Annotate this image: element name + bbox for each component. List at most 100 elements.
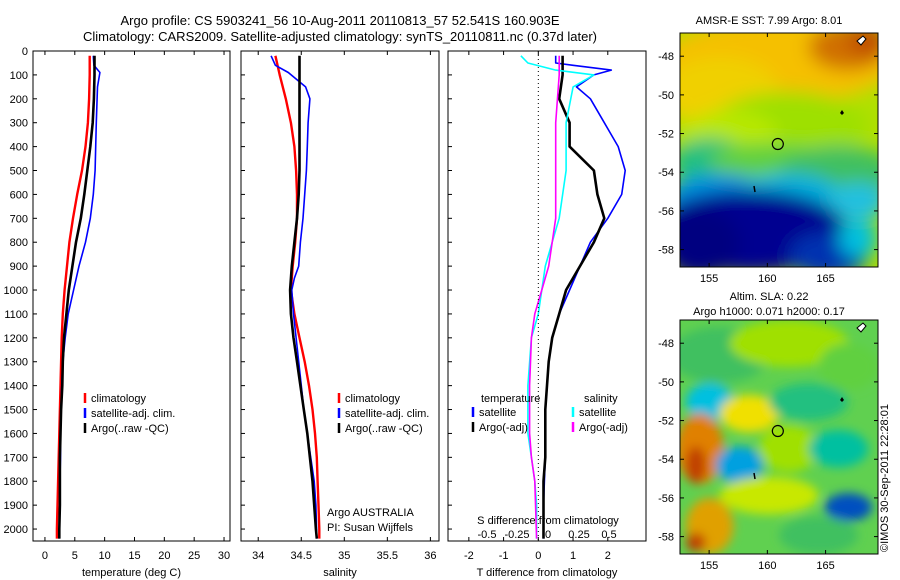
map-blob-12 [824, 493, 873, 522]
y-tick-label: 400 [10, 142, 28, 154]
map-blob-5 [769, 383, 849, 421]
series-line-2 [288, 55, 319, 539]
map-blob-14 [685, 532, 706, 552]
map-x-tick-label: 155 [700, 560, 718, 572]
series-line-1 [542, 55, 606, 539]
s-tick-label: -0.5 [478, 529, 497, 541]
x-tick-label: 35 [338, 550, 350, 562]
map-y-tick-label: -56 [658, 493, 674, 505]
map-blob-15 [838, 220, 878, 258]
map-blob-7 [685, 446, 706, 484]
s-tick-label: 0 [545, 529, 551, 541]
map-blob-11 [719, 476, 819, 515]
series-line-2 [57, 55, 96, 539]
title-line-2: Climatology: CARS2009. Satellite-adjuste… [82, 29, 597, 44]
sla-map-subtitle: Argo h1000: 0.071 h2000: 0.17 [693, 306, 845, 318]
map-blob-1 [729, 320, 849, 367]
argo-position-marker [771, 424, 784, 438]
x-axis-label: T difference from climatology [477, 567, 618, 579]
x-tick-label: 34 [252, 550, 264, 562]
map-frame [679, 319, 879, 555]
map-y-tick-label: -50 [658, 377, 674, 389]
x-tick-label: 35.5 [377, 550, 398, 562]
map-blob-15 [779, 516, 859, 554]
y-tick-label: 1700 [4, 452, 28, 464]
map-y-tick-label: -58 [658, 532, 674, 544]
x-tick-label: 0 [42, 550, 48, 562]
panel-salinity: 34 34.5 35 35.5 36 salinity climatology satelli… [240, 50, 440, 579]
map-sst-map: -48 -50 -52 -54 -56 -58 155 160 165 [658, 32, 879, 285]
map-y-tick-label: -50 [658, 90, 674, 102]
s-tick-label: 0.5 [601, 529, 616, 541]
x-tick-label: 5 [72, 550, 78, 562]
panel-frame [447, 50, 647, 542]
x-tick-label: -2 [464, 550, 474, 562]
map-sla-map: -48 -50 -52 -54 -56 -58 155 160 165 [658, 319, 879, 572]
legend-group-salinity: salinity [584, 393, 618, 405]
map-y-tick-label: -58 [658, 245, 674, 257]
map-blobs [680, 33, 878, 267]
panel-temperature: 0100200300400500600700800900100011001200… [4, 46, 231, 579]
map-blob-2 [848, 33, 878, 57]
map-blob-13 [680, 208, 740, 267]
y-tick-label: 1100 [4, 309, 28, 321]
x-tick-label: 0 [535, 550, 541, 562]
legend-group-temperature: temperature [481, 393, 540, 405]
y-tick-label: 300 [10, 118, 28, 130]
x-tick-label: 20 [158, 550, 170, 562]
y-tick-label: 2000 [4, 524, 28, 536]
island-mark [840, 397, 844, 402]
y-tick-label: 1800 [4, 476, 28, 488]
legend-label-diff-1: Argo(-adj) [479, 422, 528, 434]
y-tick-label: 900 [10, 261, 28, 273]
y-tick-label: 1000 [4, 285, 28, 297]
argo-position-marker [771, 137, 784, 151]
panel-frame [240, 50, 440, 542]
x-axis-label: salinity [323, 567, 357, 579]
panel-differences: -2 -1 0 1 2 T difference from climatology temp… [447, 50, 647, 579]
panel-frame [32, 50, 231, 542]
y-tick-label: 200 [10, 94, 28, 106]
x-tick-label: 2 [605, 550, 611, 562]
credit-text: ©IMOS 30-Sep-2011 22:28:01 [879, 404, 891, 552]
island-mark [753, 472, 756, 480]
annotation-institution: Argo AUSTRALIA [327, 507, 414, 519]
map-blob-10 [808, 429, 869, 468]
map-field [680, 33, 878, 267]
y-tick-label: 800 [10, 237, 28, 249]
x-tick-label: 36 [424, 550, 436, 562]
legend-label-2: Argo(..raw -QC) [91, 423, 169, 435]
legend-label-0: climatology [91, 393, 147, 405]
y-tick-label: 600 [10, 189, 28, 201]
map-x-tick-label: 165 [816, 273, 834, 285]
sst-map-title: AMSR-E SST: 7.99 Argo: 8.01 [696, 15, 843, 27]
island-mark [753, 185, 756, 193]
series-line-2 [520, 55, 595, 539]
map-x-tick-label: 160 [758, 273, 776, 285]
series-line-1 [58, 55, 101, 539]
y-tick-label: 1200 [4, 333, 28, 345]
legend-label-diff-2: satellite [579, 407, 616, 419]
legend-label-0: climatology [345, 393, 401, 405]
map-blob-2 [818, 343, 878, 391]
y-tick-label: 1500 [4, 405, 28, 417]
y-tick-label: 500 [10, 166, 28, 178]
map-y-tick-label: -48 [658, 338, 674, 350]
map-blob-8 [715, 446, 764, 484]
y-tick-label: 100 [10, 70, 28, 82]
x-axis-label: temperature (deg C) [82, 567, 181, 579]
map-blobs [680, 320, 878, 554]
legend-label-1: satellite-adj. clim. [345, 408, 429, 420]
map-x-tick-label: 155 [700, 273, 718, 285]
x-tick-label: 10 [99, 550, 111, 562]
sla-map-title: Altim. SLA: 0.22 [730, 291, 809, 303]
map-frame [679, 32, 879, 268]
map-field [680, 320, 878, 554]
y-tick-label: 1600 [4, 428, 28, 440]
map-blob-4 [719, 394, 779, 433]
s-tick-label: -0.25 [504, 529, 529, 541]
s-tick-label: 0.25 [568, 529, 589, 541]
x-tick-label: 15 [128, 550, 140, 562]
map-blob-9 [759, 425, 819, 473]
title-line-1: Argo profile: CS 5903241_56 10-Aug-2011 … [120, 13, 560, 28]
